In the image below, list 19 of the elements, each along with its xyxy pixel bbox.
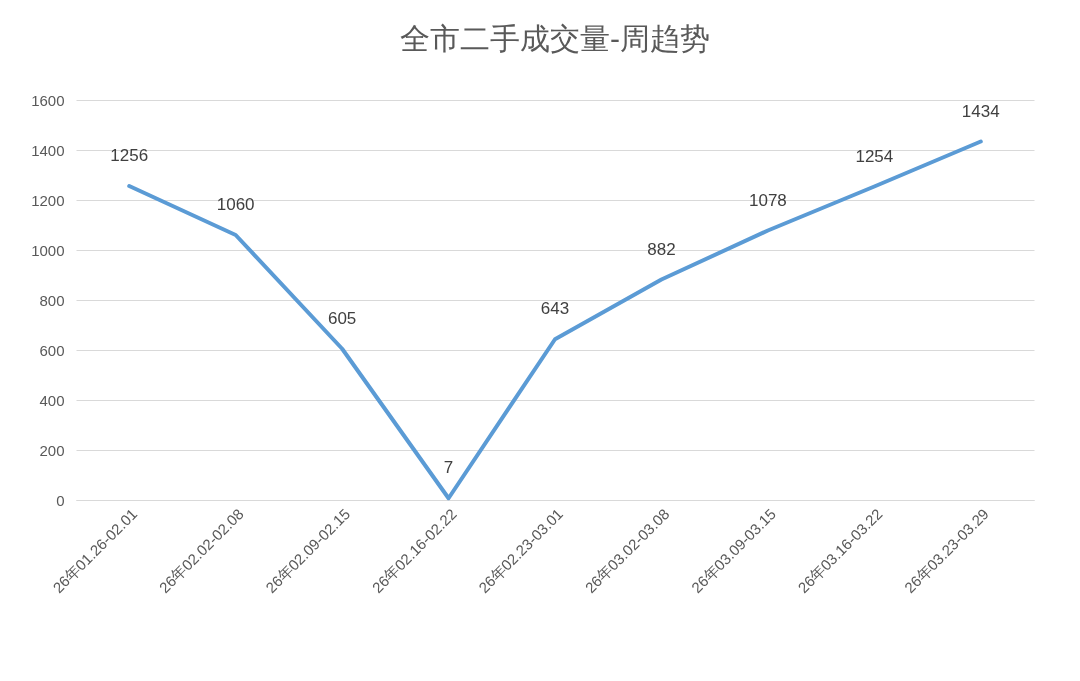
y-tick-label: 1200 bbox=[31, 191, 65, 209]
chart-title: 全市二手成交量-周趋势 bbox=[400, 22, 710, 55]
data-label: 1254 bbox=[855, 146, 894, 166]
data-label: 605 bbox=[327, 308, 357, 328]
y-tick-label: 600 bbox=[39, 341, 65, 359]
y-tick-label: 1000 bbox=[31, 241, 65, 259]
data-label: 7 bbox=[443, 458, 454, 478]
data-label: 1060 bbox=[216, 195, 255, 214]
y-tick-label: 800 bbox=[39, 291, 65, 309]
data-label: 882 bbox=[647, 239, 676, 259]
y-tick-label: 1400 bbox=[31, 141, 65, 159]
data-label: 643 bbox=[540, 299, 570, 319]
y-tick-label: 1600 bbox=[31, 91, 65, 109]
data-label: 1256 bbox=[110, 146, 149, 165]
y-tick-label: 400 bbox=[39, 391, 65, 409]
y-tick-label: 0 bbox=[56, 491, 65, 509]
y-tick-label: 200 bbox=[39, 441, 65, 459]
data-label: 1434 bbox=[961, 101, 1000, 121]
data-label: 1078 bbox=[748, 190, 787, 210]
